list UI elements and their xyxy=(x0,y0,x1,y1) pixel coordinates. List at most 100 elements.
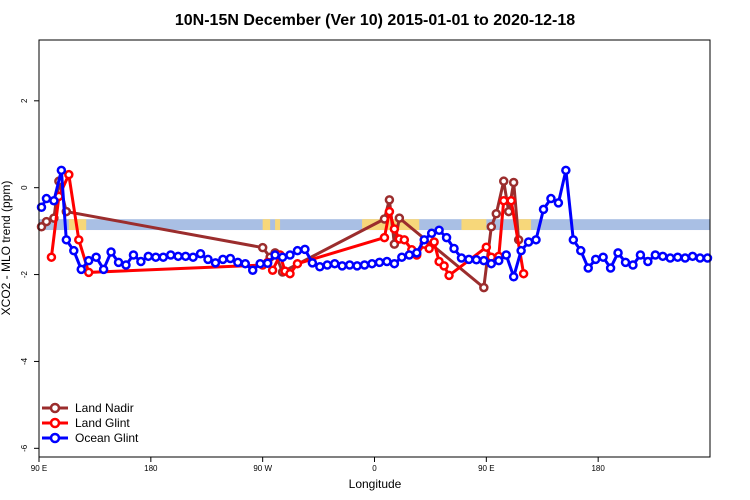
data-point xyxy=(486,222,497,232)
data-point xyxy=(481,242,492,252)
data-point xyxy=(508,177,519,188)
data-point xyxy=(121,260,131,270)
data-point xyxy=(292,258,303,269)
data-point xyxy=(501,250,511,260)
data-point xyxy=(419,235,429,245)
data-point xyxy=(635,250,646,260)
data-point xyxy=(56,165,67,176)
data-point xyxy=(444,270,454,281)
legend-swatch-marker xyxy=(49,417,61,429)
data-point xyxy=(91,252,101,262)
data-point xyxy=(650,250,661,260)
data-point xyxy=(538,204,549,215)
data-point xyxy=(379,232,390,243)
data-point xyxy=(498,176,509,186)
series-ocean-glint xyxy=(36,165,713,282)
data-point xyxy=(61,235,72,245)
data-point xyxy=(277,252,288,262)
data-point xyxy=(165,250,176,260)
data-point xyxy=(399,235,410,245)
data-point xyxy=(233,257,243,268)
data-point xyxy=(188,252,198,262)
data-point xyxy=(397,252,407,262)
data-point xyxy=(411,248,422,258)
data-point xyxy=(479,282,489,293)
data-point xyxy=(598,252,608,262)
data-point xyxy=(658,251,668,262)
data-point xyxy=(464,254,474,265)
legend-item: Land Nadir xyxy=(42,401,134,415)
data-point xyxy=(106,247,116,257)
data-point xyxy=(434,225,444,236)
data-point xyxy=(113,257,124,268)
data-point xyxy=(315,261,325,272)
y-tick-label: -4 xyxy=(20,357,29,365)
land-segment xyxy=(362,219,420,231)
data-point xyxy=(680,253,690,263)
data-point xyxy=(404,250,415,260)
data-point xyxy=(257,242,268,253)
data-point xyxy=(322,260,333,270)
legend-label: Ocean Glint xyxy=(75,431,139,445)
data-point xyxy=(285,250,295,260)
data-point xyxy=(382,256,392,267)
data-point xyxy=(128,250,139,260)
data-point xyxy=(307,258,318,268)
data-point xyxy=(429,237,439,247)
data-point xyxy=(255,258,265,269)
data-point xyxy=(352,261,362,271)
data-point xyxy=(344,260,355,270)
y-axis-ticks: -6 -4 -2 0 2 xyxy=(20,98,39,452)
x-tick-label: 180 xyxy=(144,464,158,473)
y-tick-label: -2 xyxy=(20,270,29,278)
data-point xyxy=(449,243,459,254)
data-point xyxy=(439,261,449,271)
data-point xyxy=(426,228,437,239)
data-point xyxy=(41,193,52,204)
data-point xyxy=(151,252,161,262)
data-point xyxy=(672,252,683,262)
data-point xyxy=(210,258,221,268)
data-point xyxy=(225,253,236,264)
legend-label: Land Glint xyxy=(75,416,130,430)
data-point xyxy=(74,235,84,245)
data-point xyxy=(337,261,347,271)
x-tick-label: 0 xyxy=(372,464,377,473)
data-point xyxy=(359,260,370,270)
data-point xyxy=(665,253,675,263)
x-tick-label: 90 E xyxy=(31,464,47,473)
data-point xyxy=(173,251,183,262)
y-axis-label: XCO2 - MLO trend (ppm) xyxy=(0,181,13,316)
data-point xyxy=(590,254,601,265)
data-point xyxy=(491,209,502,219)
data-point xyxy=(329,258,340,269)
data-point xyxy=(695,253,705,263)
data-point xyxy=(389,258,400,269)
data-point xyxy=(384,195,395,205)
data-point xyxy=(518,268,529,279)
x-axis-ticks: 90 E 180 90 W 0 90 E 180 xyxy=(31,457,605,473)
data-point xyxy=(523,237,534,247)
data-point xyxy=(613,248,623,258)
data-point xyxy=(64,169,74,180)
data-point xyxy=(83,267,94,278)
data-point xyxy=(605,263,616,273)
data-point xyxy=(262,258,273,269)
data-point xyxy=(508,271,519,282)
plot-frame xyxy=(38,39,711,458)
y-tick-label: -6 xyxy=(20,444,29,452)
data-point xyxy=(46,252,57,262)
data-point xyxy=(643,256,653,267)
land-segment xyxy=(461,219,487,231)
data-point xyxy=(143,251,154,262)
data-point xyxy=(270,250,280,260)
y-tick-label: 0 xyxy=(20,185,29,190)
legend-item: Land Glint xyxy=(42,416,130,430)
data-point xyxy=(180,251,191,262)
data-point xyxy=(546,193,556,204)
data-point xyxy=(620,257,631,268)
data-point xyxy=(76,264,86,275)
data-point xyxy=(486,258,497,269)
series-layer xyxy=(36,165,713,293)
